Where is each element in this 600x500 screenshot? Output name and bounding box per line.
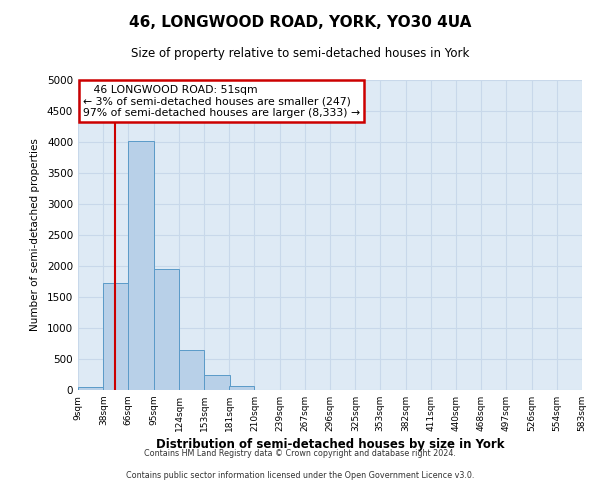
Text: 46, LONGWOOD ROAD, YORK, YO30 4UA: 46, LONGWOOD ROAD, YORK, YO30 4UA xyxy=(129,15,471,30)
Text: Size of property relative to semi-detached houses in York: Size of property relative to semi-detach… xyxy=(131,48,469,60)
Text: Contains public sector information licensed under the Open Government Licence v3: Contains public sector information licen… xyxy=(126,471,474,480)
Y-axis label: Number of semi-detached properties: Number of semi-detached properties xyxy=(30,138,40,332)
Bar xyxy=(78,387,103,390)
Bar xyxy=(154,269,179,390)
Text: 46 LONGWOOD ROAD: 51sqm
← 3% of semi-detached houses are smaller (247)
97% of se: 46 LONGWOOD ROAD: 51sqm ← 3% of semi-det… xyxy=(83,84,360,118)
Bar xyxy=(229,386,254,390)
Bar xyxy=(179,350,205,390)
X-axis label: Distribution of semi-detached houses by size in York: Distribution of semi-detached houses by … xyxy=(156,438,504,451)
Bar xyxy=(128,141,154,390)
Bar xyxy=(103,284,129,390)
Bar xyxy=(205,375,230,390)
Text: Contains HM Land Registry data © Crown copyright and database right 2024.: Contains HM Land Registry data © Crown c… xyxy=(144,448,456,458)
